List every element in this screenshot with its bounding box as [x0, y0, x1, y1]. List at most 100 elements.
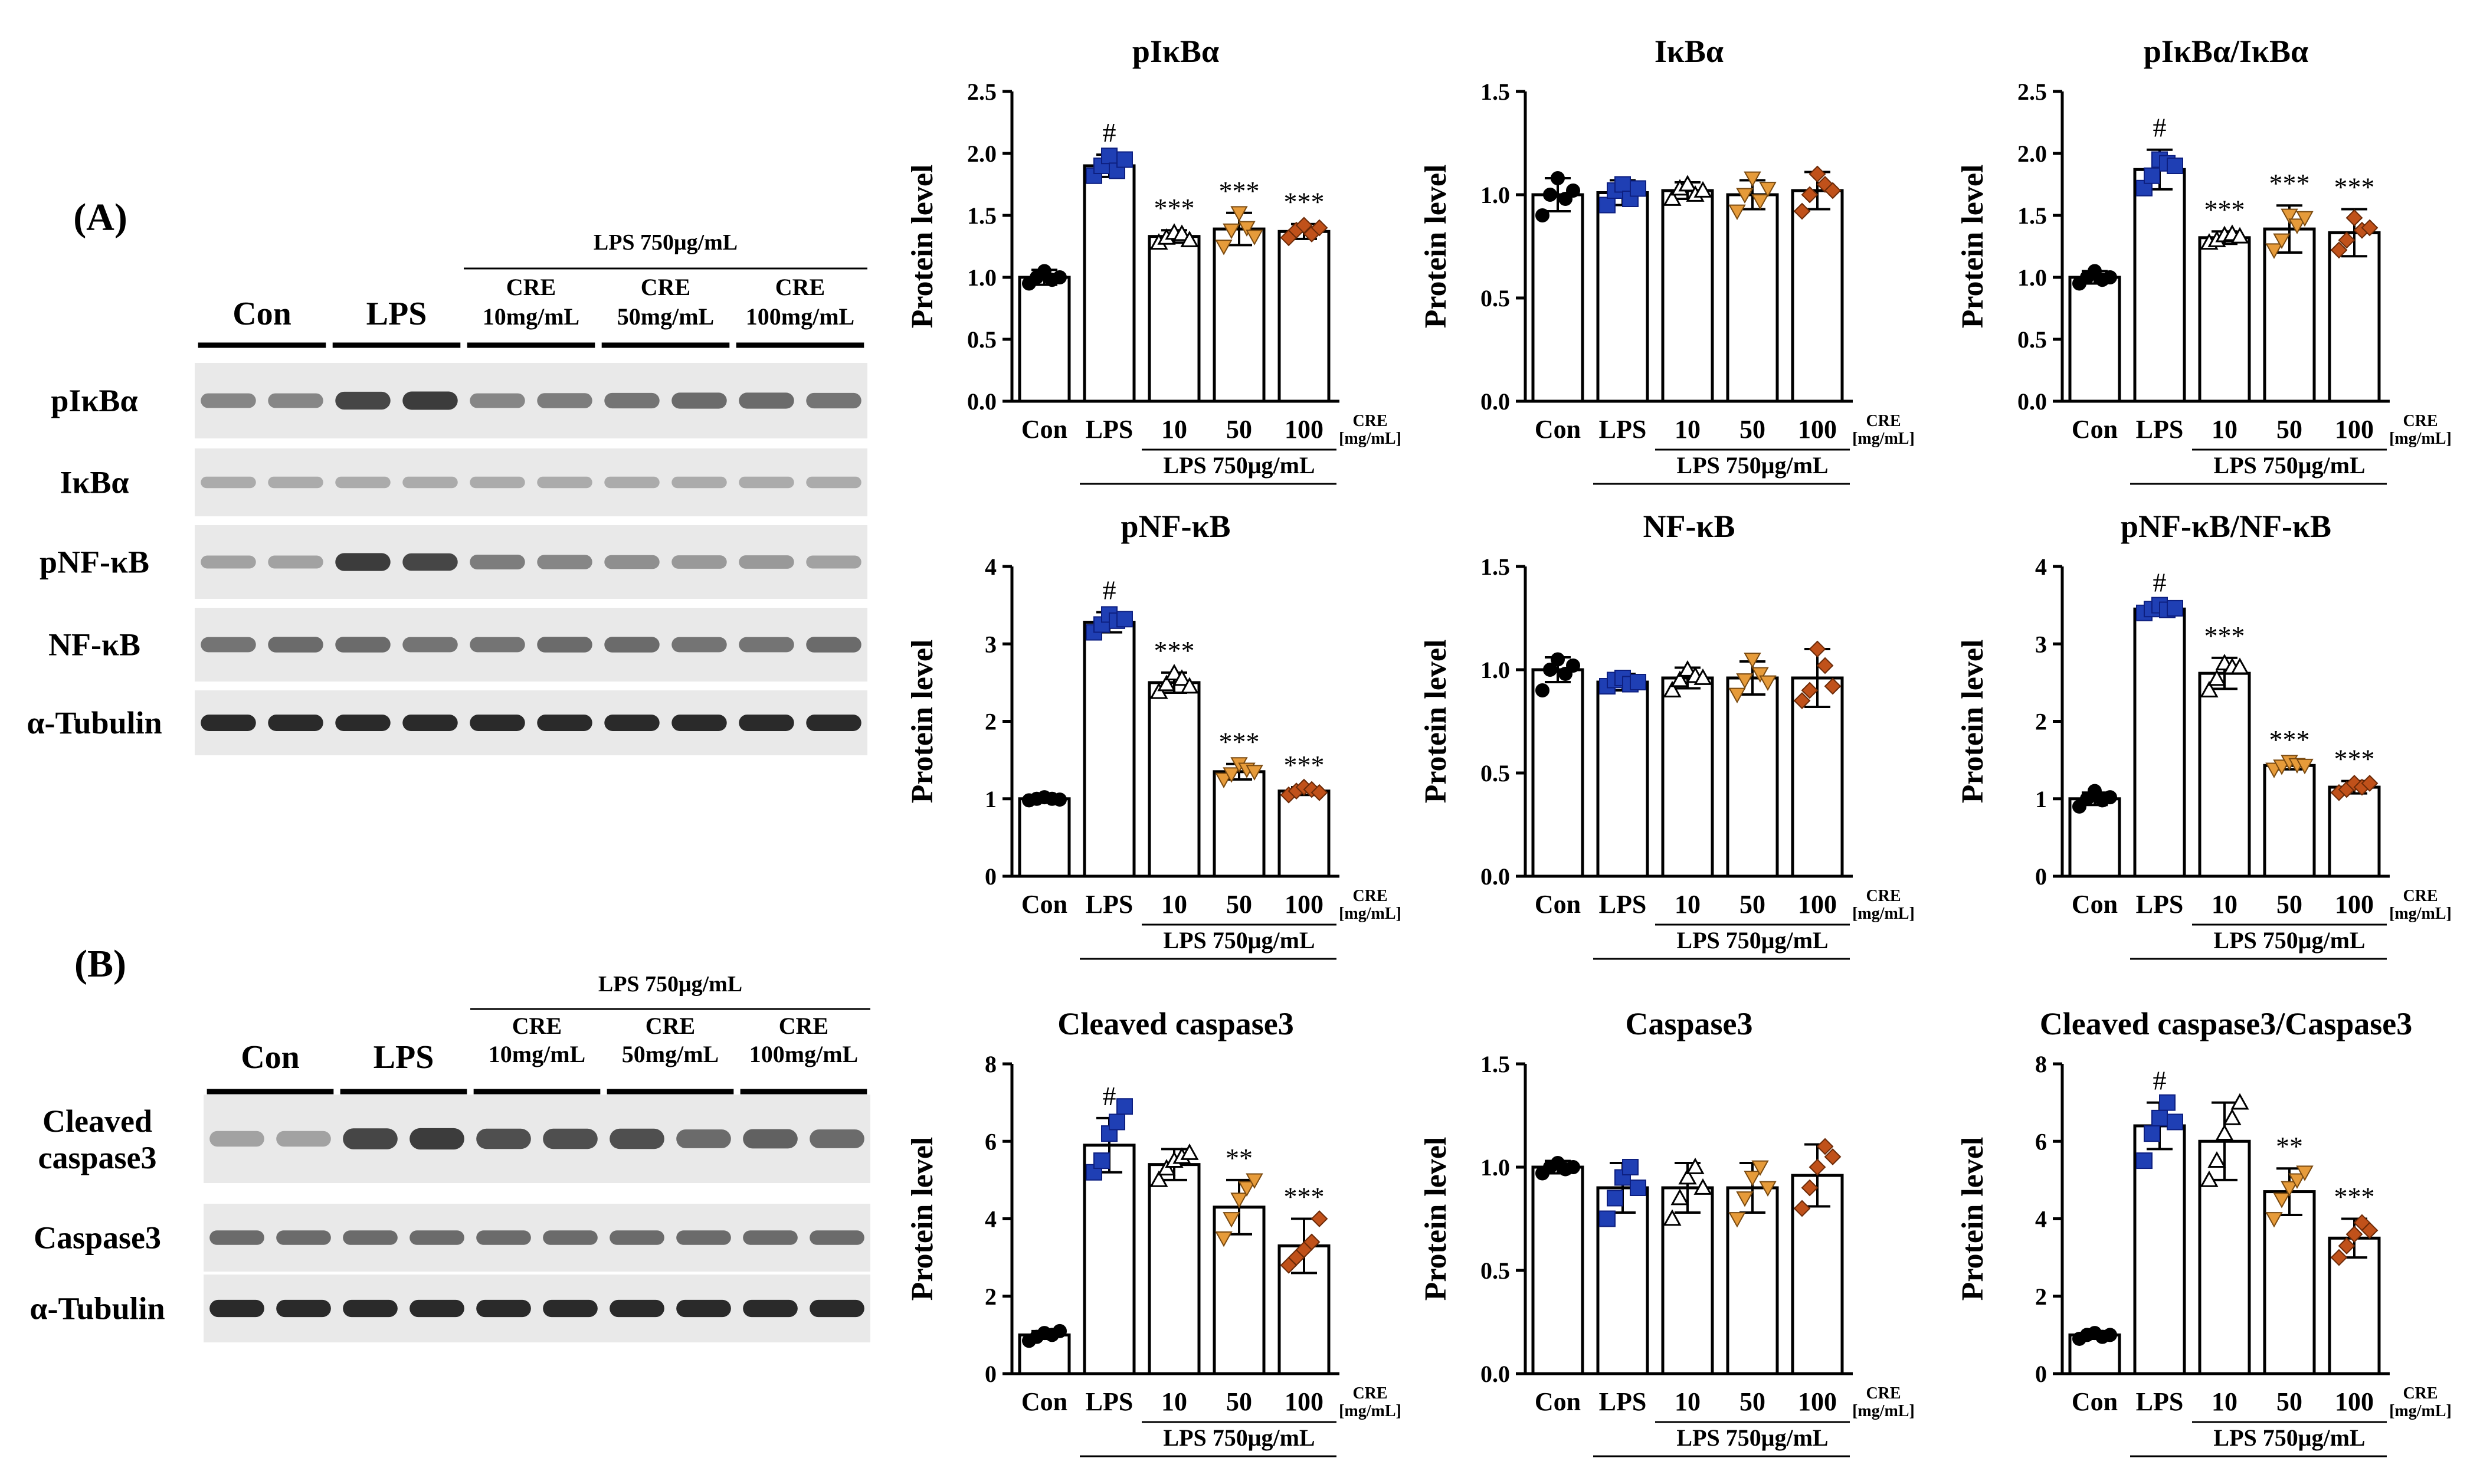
- x-tick-label: 10: [1675, 890, 1701, 919]
- blot-band: [402, 476, 458, 489]
- significance-marker: ***: [2334, 744, 2375, 774]
- x-tick-label: 50: [1739, 415, 1765, 444]
- y-tick-label: 0.0: [1480, 863, 1510, 890]
- blot-row-label: α-Tubulin: [27, 705, 162, 741]
- blot-band: [402, 715, 458, 731]
- cre-label: CRE: [506, 274, 556, 300]
- x-tick-label: 10: [1675, 1387, 1701, 1416]
- x-tick-label: LPS: [1086, 890, 1133, 919]
- data-point: [1543, 188, 1557, 202]
- y-tick-label: 1.5: [967, 202, 997, 229]
- data-point: [2338, 1237, 2355, 1254]
- chart-3: pIκBα/IκBα Protein level 0.0 0.5 1.0 1.5 2.0 2.…: [1956, 34, 2452, 485]
- bar: [2263, 764, 2316, 878]
- bar: [1726, 193, 1779, 403]
- x-tick-label: 100: [1285, 1387, 1323, 1416]
- chart-title: pIκBα/IκBα: [2144, 34, 2308, 69]
- data-point: [1551, 652, 1565, 667]
- blot-band: [604, 392, 660, 409]
- data-point: [1215, 1231, 1233, 1247]
- x-tick-label: 50: [2276, 1387, 2302, 1416]
- data-point: [1215, 772, 1233, 788]
- bar: [1596, 680, 1649, 878]
- data-point: [1116, 1098, 1133, 1115]
- bar: [1083, 1144, 1136, 1375]
- data-point: [1801, 186, 1819, 204]
- blot-band: [810, 1299, 864, 1318]
- significance-marker: #: [1103, 117, 1116, 148]
- blot-band: [268, 715, 323, 731]
- blot-band: [470, 555, 525, 569]
- blot-band: [806, 392, 861, 409]
- blot-band: [743, 1230, 798, 1245]
- bar: [1531, 193, 1584, 403]
- data-point: [1751, 1160, 1769, 1177]
- x-tick-label: 50: [1226, 890, 1252, 919]
- panel-label: (B): [74, 942, 126, 985]
- cre-axis-label: CRE: [2403, 887, 2438, 905]
- data-point: [2330, 1249, 2348, 1266]
- data-point: [1053, 270, 1067, 284]
- data-point: [1172, 669, 1191, 686]
- x-tick-label: 50: [2276, 890, 2302, 919]
- blot-band: [671, 637, 727, 653]
- blot-band: [276, 1131, 331, 1147]
- significance-marker: #: [2153, 1066, 2167, 1096]
- y-tick-label: 0.0: [1480, 388, 1510, 415]
- blot-band: [343, 1128, 398, 1149]
- data-point: [1801, 1179, 1819, 1197]
- data-point: [1053, 1324, 1067, 1338]
- blot-band: [806, 715, 861, 731]
- blot-band: [476, 1299, 531, 1318]
- x-tick-label: 50: [2276, 415, 2302, 444]
- data-point: [2296, 758, 2314, 775]
- chart-5: NF-κB Protein level 0.0 0.5 1.0 1.5 Con LPS 10 50…: [1419, 509, 1915, 960]
- blot-band: [335, 476, 391, 489]
- data-point: [1109, 1113, 1125, 1131]
- blot-row-label-line: caspase3: [38, 1140, 157, 1175]
- y-tick-label: 3: [985, 631, 997, 657]
- blot-band: [604, 715, 660, 731]
- significance-marker: ***: [1284, 1182, 1325, 1212]
- x-tick-label: 10: [1161, 1387, 1187, 1416]
- bar: [1083, 164, 1136, 403]
- significance-marker: ***: [1284, 750, 1325, 780]
- significance-marker: #: [1103, 1081, 1116, 1111]
- data-point: [2144, 167, 2160, 184]
- y-axis-label: Protein level: [1419, 165, 1453, 329]
- blot-band: [335, 553, 391, 571]
- data-point: [2273, 1193, 2291, 1208]
- lps-bracket-label: LPS 750μg/mL: [2213, 927, 2365, 954]
- y-tick-label: 1.0: [1480, 657, 1510, 683]
- blot-band: [470, 393, 525, 408]
- significance-marker: #: [1103, 575, 1116, 605]
- cre-axis-label: CRE: [1866, 887, 1901, 905]
- cre-unit-label: [mg/mL]: [1339, 430, 1401, 448]
- blot-band: [209, 1299, 264, 1318]
- chart-7: Cleaved caspase3 Protein level 0 2 4 6 8 Con # LP…: [906, 1006, 1401, 1457]
- group-label-con: Con: [241, 1039, 300, 1076]
- data-point: [2167, 158, 2183, 174]
- blot-band: [604, 637, 660, 653]
- cre-axis-label: CRE: [2403, 412, 2438, 430]
- bar: [2328, 231, 2381, 403]
- data-point: [1728, 1212, 1746, 1228]
- data-point: [1793, 692, 1811, 709]
- blot-band: [610, 1299, 664, 1318]
- y-tick-label: 2: [985, 1283, 997, 1310]
- data-point: [1630, 674, 1646, 690]
- data-point: [1744, 1171, 1761, 1187]
- data-point: [1686, 1157, 1705, 1174]
- x-tick-label: Con: [2072, 1387, 2118, 1416]
- blot-band: [276, 1230, 331, 1245]
- data-point: [2361, 219, 2379, 237]
- bar: [1018, 276, 1071, 403]
- cre-unit-label: [mg/mL]: [2389, 1402, 2452, 1420]
- blot-row-label: Cleaved caspase3: [38, 1103, 157, 1175]
- chart-1: pIκBα Protein level 0.0 0.5 1.0 1.5 2.0 2.5 Con #…: [906, 34, 1401, 485]
- data-point: [1728, 687, 1746, 704]
- cre-dose-label: 10mg/mL: [489, 1041, 585, 1067]
- blot-band: [739, 637, 794, 653]
- blot-band: [610, 1128, 664, 1149]
- significance-marker: ***: [1154, 635, 1195, 666]
